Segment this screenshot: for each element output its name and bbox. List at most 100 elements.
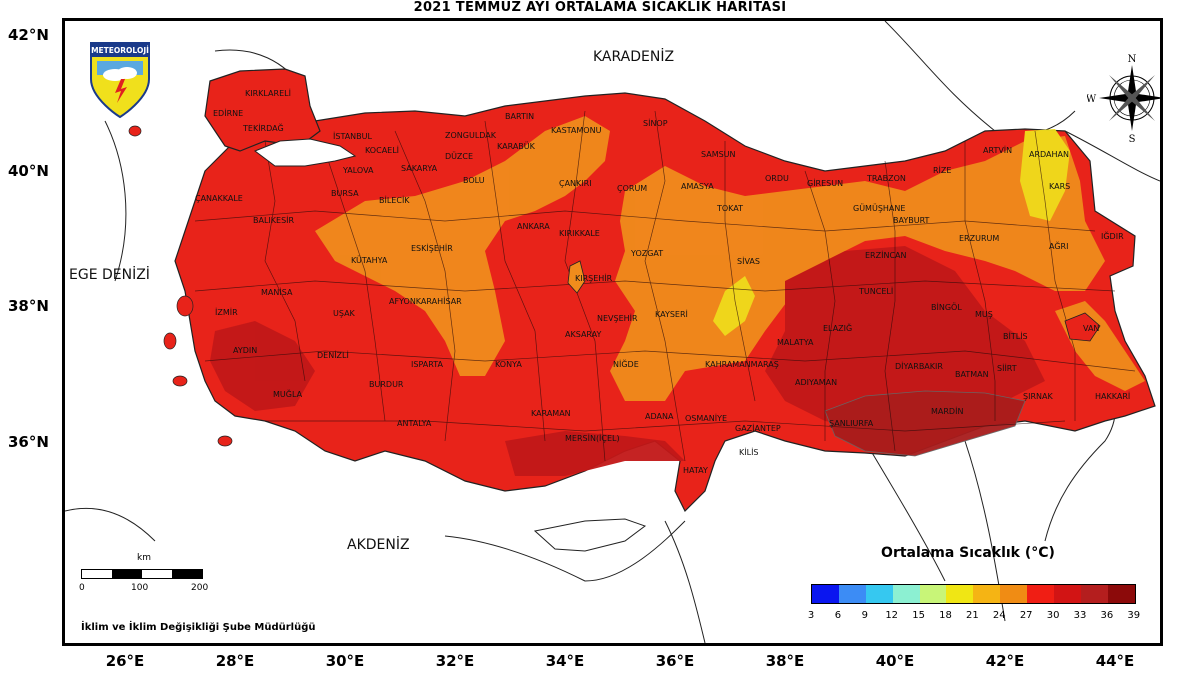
scale-tick-1: 100 bbox=[131, 583, 149, 593]
province-label: ŞANLIURFA bbox=[829, 419, 874, 428]
province-label: ÇANKIRI bbox=[559, 179, 592, 188]
province-label: YALOVA bbox=[342, 166, 374, 175]
province-label: KARAMAN bbox=[531, 409, 571, 418]
lon-label-42e: 42°E bbox=[985, 652, 1025, 670]
lat-label-40: 40°N bbox=[8, 162, 49, 180]
legend-swatch-6 bbox=[973, 585, 1001, 603]
province-label: ORDU bbox=[765, 174, 789, 183]
province-label: BURDUR bbox=[369, 380, 404, 389]
lon-label-40e: 40°E bbox=[875, 652, 915, 670]
province-label: ERZİNCAN bbox=[865, 250, 906, 260]
legend-swatch-1 bbox=[838, 585, 866, 603]
dark-zone-aegean bbox=[210, 321, 315, 411]
legend-tick-30: 30 bbox=[1046, 610, 1060, 621]
province-label: BATMAN bbox=[955, 370, 989, 379]
compass-rose: N S E W bbox=[1086, 53, 1160, 145]
scale-bar: km 0 100 200 bbox=[79, 553, 209, 603]
province-label: KARS bbox=[1049, 182, 1070, 191]
province-label: ERZURUM bbox=[959, 234, 999, 243]
legend-swatch-2 bbox=[865, 585, 893, 603]
province-label: IĞDIR bbox=[1101, 230, 1124, 241]
lon-label-44e: 44°E bbox=[1095, 652, 1135, 670]
scale-tick-2: 200 bbox=[191, 583, 209, 593]
province-label: SİİRT bbox=[997, 363, 1017, 373]
legend-swatch-7 bbox=[1000, 585, 1028, 603]
legend-swatch-8 bbox=[1027, 585, 1055, 603]
lon-label-34e: 34°E bbox=[545, 652, 585, 670]
dark-zone-southeast bbox=[765, 246, 1045, 431]
province-label: AĞRI bbox=[1049, 240, 1068, 251]
province-label: ARDAHAN bbox=[1029, 150, 1069, 159]
province-label: NEVŞEHİR bbox=[597, 313, 638, 323]
legend-ticks: 3 6 9 12 15 18 21 24 27 30 33 36 39 bbox=[807, 610, 1151, 624]
province-label: ÇORUM bbox=[617, 184, 647, 193]
legend-tick-12: 12 bbox=[885, 610, 899, 621]
scale-unit: km bbox=[137, 553, 151, 563]
province-label: DÜZCE bbox=[445, 151, 473, 161]
legend-tick-21: 21 bbox=[966, 610, 979, 621]
orange-zone-central bbox=[610, 136, 1105, 401]
compass-s: S bbox=[1129, 134, 1136, 143]
province-label: AYDIN bbox=[233, 346, 257, 355]
legend-color-bar bbox=[811, 584, 1136, 604]
province-label: GİRESUN bbox=[807, 178, 843, 188]
temperature-map: KARADENİZ EGE DENİZİ AKDENİZ KIRKLARELİE… bbox=[65, 21, 1160, 643]
province-label: AFYONKARAHİSAR bbox=[389, 296, 462, 306]
province-label: KÜTAHYA bbox=[351, 255, 388, 265]
lat-label-38: 38°N bbox=[8, 297, 49, 315]
province-label: AMASYA bbox=[681, 182, 714, 191]
lon-label-38e: 38°E bbox=[765, 652, 805, 670]
legend-tick-27: 27 bbox=[1019, 610, 1033, 621]
logo-text: METEOROLOJİ bbox=[91, 46, 149, 55]
credit-text: İklim ve İklim Değişikliği Şube Müdürlüğ… bbox=[81, 622, 316, 633]
scale-tick-0: 0 bbox=[79, 583, 85, 593]
province-label: BOLU bbox=[463, 176, 485, 185]
province-label: HATAY bbox=[683, 466, 708, 475]
cyprus bbox=[533, 518, 647, 552]
legend-swatch-4 bbox=[919, 585, 947, 603]
marmara-sea bbox=[253, 138, 357, 167]
province-label: KIRKLARELİ bbox=[245, 88, 291, 98]
province-label: MANİSA bbox=[261, 287, 293, 297]
province-label: TOKAT bbox=[716, 204, 743, 213]
sea-label-west: EGE DENİZİ bbox=[69, 265, 150, 283]
map-title: 2021 TEMMUZ AYI ORTALAMA SICAKLIK HARİTA… bbox=[413, 0, 787, 15]
lat-label-36: 36°N bbox=[8, 433, 49, 451]
sea-label-north: KARADENİZ bbox=[593, 47, 674, 65]
province-label: UŞAK bbox=[333, 309, 356, 318]
province-label: BURSA bbox=[331, 189, 359, 198]
province-label: MERSİN(İÇEL) bbox=[565, 433, 620, 443]
legend-swatch-9 bbox=[1054, 585, 1081, 603]
province-label: VAN bbox=[1083, 324, 1099, 333]
province-label: İZMİR bbox=[215, 307, 238, 317]
lon-label-30e: 30°E bbox=[325, 652, 365, 670]
dark-zone-mediterranean bbox=[505, 431, 685, 476]
province-label: BARTIN bbox=[505, 112, 534, 121]
province-label: KARABÜK bbox=[497, 141, 536, 151]
province-label: DENİZLİ bbox=[317, 350, 349, 360]
province-boundaries bbox=[194, 110, 1136, 462]
province-label: KONYA bbox=[495, 360, 522, 369]
province-label: ANKARA bbox=[517, 222, 550, 231]
province-label: ADIYAMAN bbox=[795, 378, 837, 387]
province-label: KAHRAMANMARAŞ bbox=[705, 360, 779, 369]
legend-tick-36: 36 bbox=[1100, 610, 1114, 621]
province-label: TRABZON bbox=[866, 174, 906, 183]
province-label: ANTALYA bbox=[397, 419, 432, 428]
province-label: KAYSERİ bbox=[655, 309, 688, 319]
legend-tick-3: 3 bbox=[807, 610, 815, 621]
province-label: TUNCELİ bbox=[858, 286, 893, 296]
legend-tick-33: 33 bbox=[1073, 610, 1087, 621]
province-label: YOZGAT bbox=[630, 249, 663, 258]
province-label: BALIKESİR bbox=[253, 215, 295, 225]
province-label: AKSARAY bbox=[565, 330, 602, 339]
lon-label-32e: 32°E bbox=[435, 652, 475, 670]
legend-tick-24: 24 bbox=[992, 610, 1006, 621]
orange-zone-west bbox=[315, 116, 610, 376]
compass-n: N bbox=[1128, 54, 1137, 65]
province-label: HAKKARİ bbox=[1095, 391, 1130, 401]
legend-tick-15: 15 bbox=[912, 610, 925, 621]
province-label: MALATYA bbox=[777, 338, 814, 347]
aegean-islands bbox=[128, 125, 233, 447]
province-label: EDİRNE bbox=[213, 108, 243, 118]
